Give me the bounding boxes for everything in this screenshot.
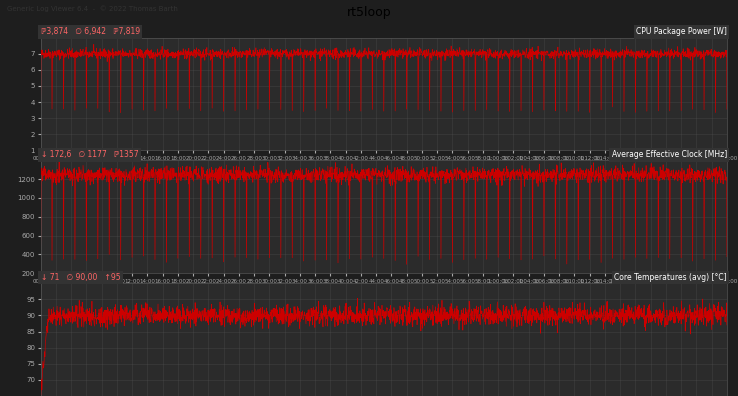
Text: rt5loop: rt5loop (347, 6, 391, 19)
Text: ↓ 172,6   ∅ 1177   ℙ1357: ↓ 172,6 ∅ 1177 ℙ1357 (41, 150, 138, 159)
Text: Core Temperatures (avg) [°C]: Core Temperatures (avg) [°C] (614, 273, 727, 282)
Text: ↓ 71   ∅ 90,00   ↑95: ↓ 71 ∅ 90,00 ↑95 (41, 273, 120, 282)
Text: Generic Log Viewer 6.4  -  © 2022 Thomas Barth: Generic Log Viewer 6.4 - © 2022 Thomas B… (7, 5, 179, 11)
Text: Average Effective Clock [MHz]: Average Effective Clock [MHz] (612, 150, 727, 159)
Text: ℙ3,874   ∅ 6,942   ℙ7,819: ℙ3,874 ∅ 6,942 ℙ7,819 (41, 27, 139, 36)
X-axis label: Time: Time (375, 162, 393, 168)
X-axis label: Time: Time (375, 285, 393, 291)
Text: CPU Package Power [W]: CPU Package Power [W] (636, 27, 727, 36)
